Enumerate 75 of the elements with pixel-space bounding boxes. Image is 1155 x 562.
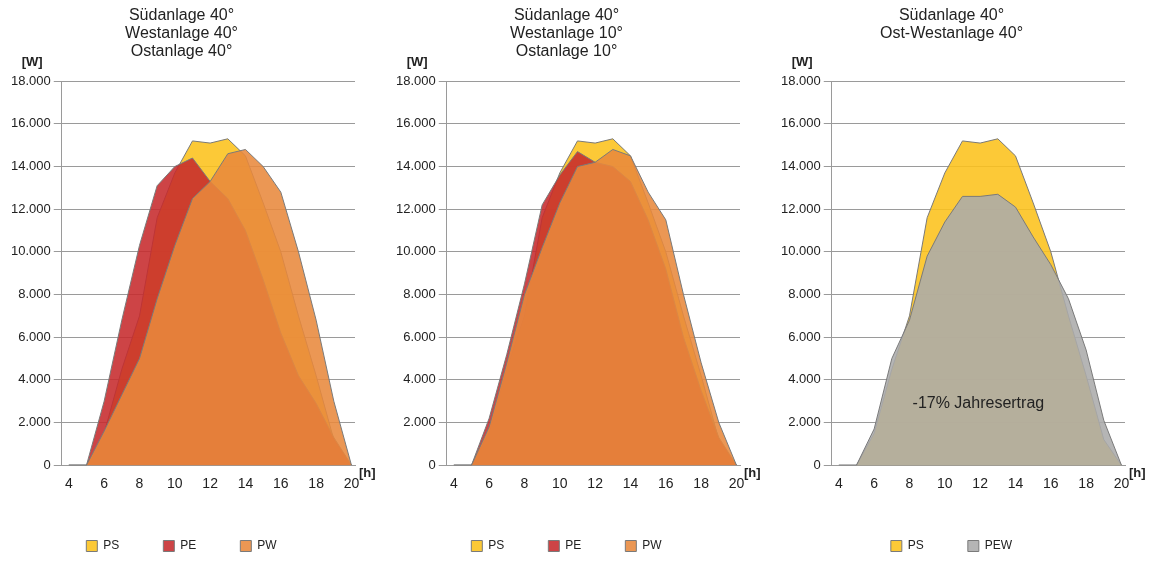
- y-tick-label: 4.000: [788, 371, 821, 387]
- chart-title: Südanlage 40° Ost-Westanlage 40°: [879, 5, 1024, 42]
- x-tick-label: 8: [905, 475, 914, 492]
- x-tick-label: 10: [552, 475, 568, 492]
- x-tick-label: 12: [202, 475, 219, 492]
- y-tick-label: 14.000: [11, 158, 51, 174]
- legend-label: PE: [565, 538, 582, 553]
- x-tick-label: 16: [273, 475, 289, 492]
- x-tick-label: 14: [622, 475, 639, 492]
- x-tick-label: 6: [100, 475, 109, 492]
- x-tick-label: 20: [1113, 475, 1130, 492]
- legend-label: PS: [103, 538, 120, 553]
- y-tick-label: 0: [43, 456, 51, 472]
- chart-title: Südanlage 40° Westanlage 10° Ostanlage 10°: [510, 5, 623, 60]
- y-tick-label: 18.000: [11, 72, 51, 88]
- y-axis-title: [W]: [406, 54, 428, 70]
- x-tick-label: 14: [237, 475, 254, 492]
- x-axis-title: [h]: [744, 464, 761, 480]
- x-tick-label: 4: [64, 475, 73, 492]
- y-tick-label: 8.000: [788, 286, 821, 302]
- x-tick-label: 18: [693, 475, 710, 492]
- x-tick-label: 8: [520, 475, 529, 492]
- legend-label: PW: [642, 538, 663, 553]
- legend-label: PEW: [984, 538, 1013, 553]
- x-tick-label: 18: [308, 475, 325, 492]
- annotation: -17% Jahresertrag: [912, 394, 1045, 412]
- x-tick-label: 18: [1078, 475, 1095, 492]
- y-axis-title: [W]: [21, 54, 43, 70]
- y-axis-title: [W]: [791, 54, 813, 70]
- x-tick-label: 4: [449, 475, 458, 492]
- y-tick-label: 10.000: [396, 243, 436, 259]
- y-tick-label: 4.000: [18, 371, 51, 387]
- x-tick-label: 12: [587, 475, 604, 492]
- y-tick-label: 6.000: [788, 328, 821, 344]
- x-tick-label: 16: [658, 475, 674, 492]
- y-tick-label: 0: [813, 456, 821, 472]
- y-tick-label: 0: [428, 456, 436, 472]
- y-tick-label: 12.000: [396, 200, 436, 216]
- x-tick-label: 20: [728, 475, 745, 492]
- legend-label: PS: [488, 538, 505, 553]
- x-tick-label: 10: [937, 475, 953, 492]
- y-tick-label: 6.000: [18, 328, 51, 344]
- y-tick-label: 2.000: [788, 414, 821, 430]
- x-tick-label: 14: [1007, 475, 1024, 492]
- x-tick-label: 10: [167, 475, 183, 492]
- y-tick-label: 4.000: [403, 371, 436, 387]
- x-tick-label: 16: [1043, 475, 1059, 492]
- y-tick-label: 6.000: [403, 328, 436, 344]
- x-tick-label: 6: [485, 475, 494, 492]
- legend-label: PE: [180, 538, 197, 553]
- x-tick-label: 8: [135, 475, 144, 492]
- y-tick-label: 16.000: [11, 115, 51, 131]
- y-tick-label: 14.000: [781, 158, 821, 174]
- y-tick-label: 18.000: [781, 72, 821, 88]
- y-tick-label: 10.000: [781, 243, 821, 259]
- x-axis-title: [h]: [1129, 464, 1146, 480]
- y-tick-label: 10.000: [11, 243, 51, 259]
- chart-title: Südanlage 40° Westanlage 40° Ostanlage 40°: [125, 5, 238, 60]
- y-tick-label: 8.000: [18, 286, 51, 302]
- y-tick-label: 12.000: [11, 200, 51, 216]
- y-tick-label: 8.000: [403, 286, 436, 302]
- y-tick-label: 12.000: [781, 200, 821, 216]
- y-tick-label: 2.000: [18, 414, 51, 430]
- legend-label: PS: [907, 538, 924, 553]
- y-tick-label: 16.000: [396, 115, 436, 131]
- x-tick-label: 4: [834, 475, 843, 492]
- x-tick-label: 6: [870, 475, 879, 492]
- y-tick-label: 14.000: [396, 158, 436, 174]
- y-tick-label: 2.000: [403, 414, 436, 430]
- x-axis-title: [h]: [359, 464, 376, 480]
- x-tick-label: 20: [343, 475, 360, 492]
- y-tick-label: 18.000: [396, 72, 436, 88]
- x-tick-label: 12: [972, 475, 989, 492]
- y-tick-label: 16.000: [781, 115, 821, 131]
- legend-label: PW: [257, 538, 278, 553]
